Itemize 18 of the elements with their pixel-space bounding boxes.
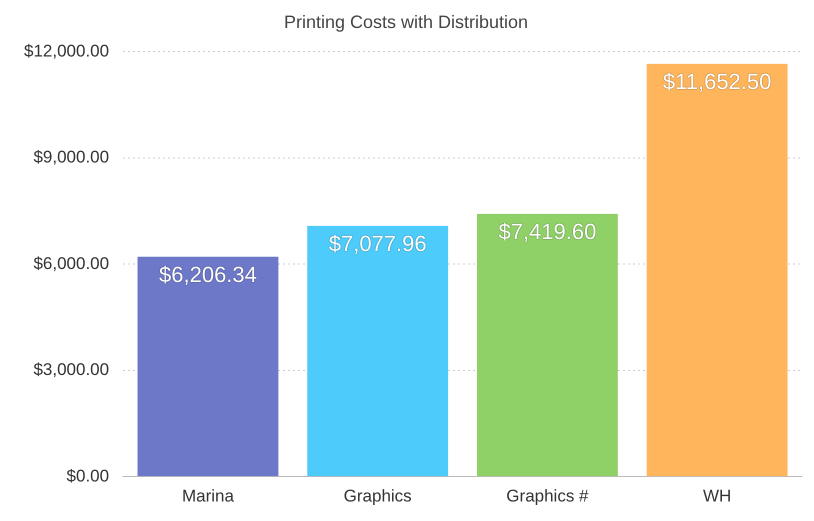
- y-tick-label: $9,000.00: [33, 148, 110, 167]
- y-tick-label: $6,000.00: [33, 254, 110, 273]
- y-tick-label: $12,000.00: [24, 41, 110, 60]
- y-tick-label: $3,000.00: [33, 360, 110, 380]
- x-tick-label: Graphics #: [506, 486, 590, 506]
- x-tick-label: WH: [702, 486, 732, 506]
- x-tick-label: Marina: [182, 486, 234, 506]
- bar: [138, 256, 278, 476]
- data-label: $6,206.34: [159, 262, 257, 287]
- bar: [307, 226, 448, 476]
- x-tick-label: Graphics: [344, 486, 412, 506]
- bar: [476, 214, 618, 476]
- y-tick-label: $0.00: [66, 466, 110, 486]
- bar: [646, 64, 788, 476]
- chart-title: Printing Costs with Distribution: [284, 12, 528, 32]
- data-label: $11,652.50: [662, 68, 772, 94]
- data-label: $7,419.60: [498, 218, 596, 244]
- data-label: $7,077.96: [328, 230, 427, 256]
